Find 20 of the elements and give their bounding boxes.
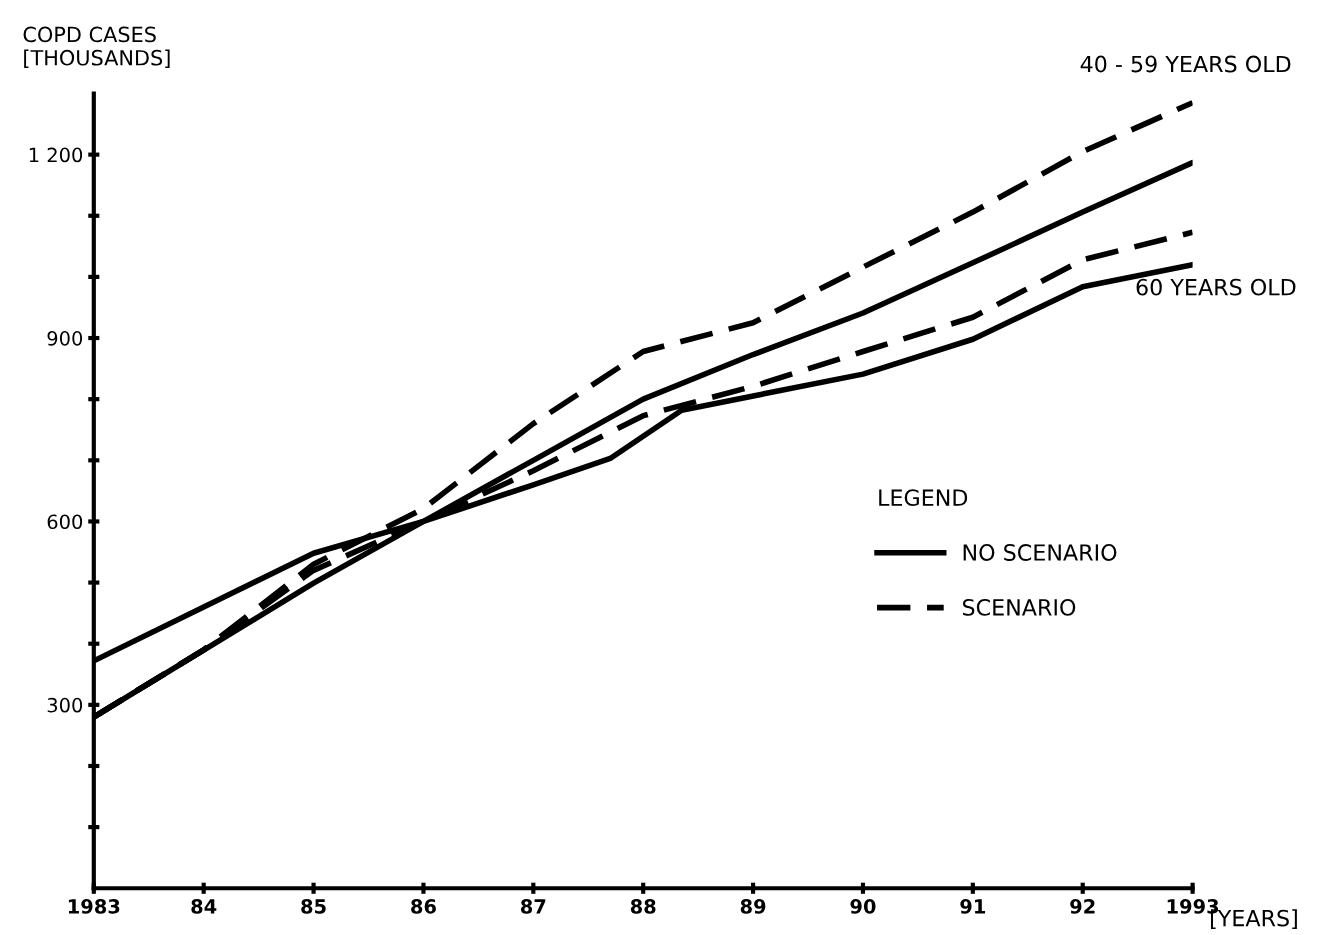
x-tick-label: 89 bbox=[740, 899, 766, 914]
x-tick-label: 88 bbox=[630, 899, 656, 914]
y-tick-label: 1 200 bbox=[29, 147, 83, 163]
legend-title: LEGEND bbox=[879, 489, 968, 507]
y-tick-label: 600 bbox=[47, 514, 83, 530]
annotation: 60 YEARS OLD bbox=[1136, 278, 1296, 296]
x-tick-label: 84 bbox=[191, 899, 217, 914]
x-tick-label: 86 bbox=[411, 899, 436, 914]
legend-label: SCENARIO bbox=[962, 598, 1076, 616]
x-tick-label: 92 bbox=[1070, 899, 1095, 914]
x-tick-label: 90 bbox=[850, 899, 876, 914]
x-tick-label: 1983 bbox=[68, 899, 120, 914]
legend-label: NO SCENARIO bbox=[963, 544, 1117, 561]
y-tick-label: 900 bbox=[47, 330, 83, 346]
y-tick-label: 300 bbox=[47, 697, 83, 713]
x-tick-label: 91 bbox=[960, 899, 986, 914]
x-tick-label: 85 bbox=[301, 899, 326, 914]
annotation: 40 - 59 YEARS OLD bbox=[1080, 55, 1291, 73]
x-tick-label: 87 bbox=[520, 899, 546, 914]
y-axis-title: COPD CASES [THOUSANDS] bbox=[23, 26, 170, 69]
